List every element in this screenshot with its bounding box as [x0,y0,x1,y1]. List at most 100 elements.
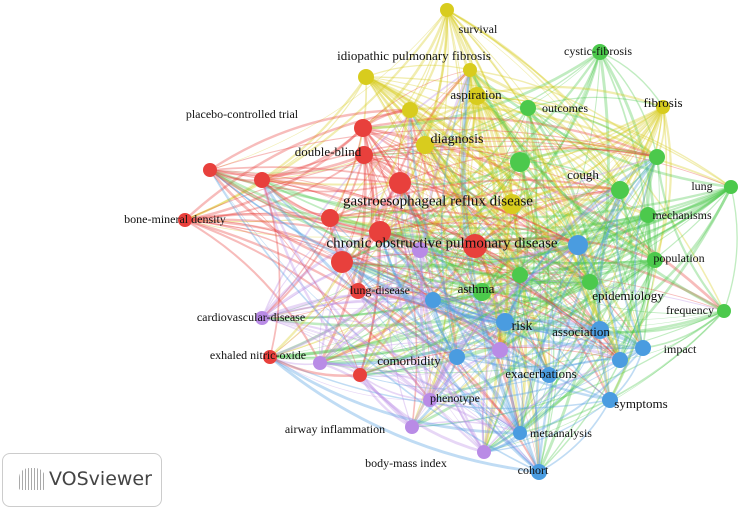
edge [319,320,506,366]
edge [269,356,431,401]
edge [319,214,649,364]
edge [329,217,521,434]
edge [394,182,432,401]
edge [184,219,343,263]
edge [474,244,591,284]
edge [379,186,732,242]
edge [504,309,725,335]
edge [476,95,658,158]
edge [424,137,732,188]
edge [469,69,580,246]
node-label: idiopathic pulmonary fibrosis [337,48,491,63]
edge [423,144,541,473]
edge [419,248,521,277]
edge [419,203,513,251]
edge [269,203,513,358]
node-label: mechanisms [652,208,712,222]
edge [476,95,621,191]
edge [261,127,364,182]
edge [209,169,621,361]
edge [184,145,658,221]
edge [341,261,725,321]
node-label: population [653,251,704,265]
edge [527,106,658,158]
edge [399,161,521,186]
edge [363,148,621,191]
edge [446,9,621,191]
node-dot [582,274,598,290]
edge [362,127,579,246]
edge [261,307,621,361]
edge [319,95,478,364]
edge [363,51,601,156]
edge [379,231,591,284]
edge [432,299,644,350]
edge [399,182,521,276]
edge [365,76,579,246]
edge [503,155,658,323]
edge [359,258,656,377]
edge [483,329,601,453]
node-dot [473,283,491,301]
edge [511,186,621,206]
edge [599,51,658,158]
node-dot [405,420,419,434]
edge [608,214,651,401]
edge [456,355,522,434]
edge [209,169,476,247]
edge [359,95,479,376]
edge [481,274,521,453]
edge [481,106,664,293]
edge [329,209,579,246]
edge [341,261,591,293]
edge [619,214,650,361]
edge [653,106,672,261]
node-dot [647,252,663,268]
edge [184,218,521,434]
node-dot [350,283,366,299]
edge [261,161,521,319]
node-dot [402,102,418,118]
edge [499,51,601,351]
edge [269,182,401,358]
edge [261,258,656,327]
edge [432,299,725,328]
edge [365,76,513,205]
edge [319,144,426,364]
node-dot [331,251,353,273]
edge [647,186,732,217]
edge [365,76,621,191]
edge [379,231,506,324]
edge [261,317,431,401]
edge [379,95,479,234]
edge [261,106,664,186]
node-dot [463,63,477,77]
edge [341,261,611,402]
edge [209,169,521,434]
node-dot [531,464,547,480]
edge [424,51,601,146]
edge [359,356,458,377]
edge [319,310,725,374]
edge [458,69,476,247]
edge [269,355,361,377]
edge [209,169,421,251]
edge [269,259,656,358]
edge [527,107,562,473]
edge [483,203,520,453]
edge [357,269,521,292]
edge [363,154,513,205]
edge [409,106,658,158]
edge [519,147,658,164]
node-dot [425,292,441,308]
edge [519,161,555,473]
edge [474,188,621,248]
edge [419,244,579,260]
edge [184,9,448,222]
edge [261,189,621,319]
edge [359,291,483,376]
edge [476,95,509,453]
edge [341,261,506,323]
edge [362,116,658,159]
edge [419,95,478,251]
